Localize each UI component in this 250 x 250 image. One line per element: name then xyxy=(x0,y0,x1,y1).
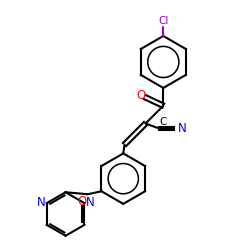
Text: N: N xyxy=(36,196,45,209)
Text: O: O xyxy=(77,196,86,208)
Text: Cl: Cl xyxy=(158,16,168,26)
Text: N: N xyxy=(178,122,186,135)
Text: O: O xyxy=(137,89,146,102)
Text: N: N xyxy=(86,196,95,209)
Text: C: C xyxy=(160,117,167,127)
